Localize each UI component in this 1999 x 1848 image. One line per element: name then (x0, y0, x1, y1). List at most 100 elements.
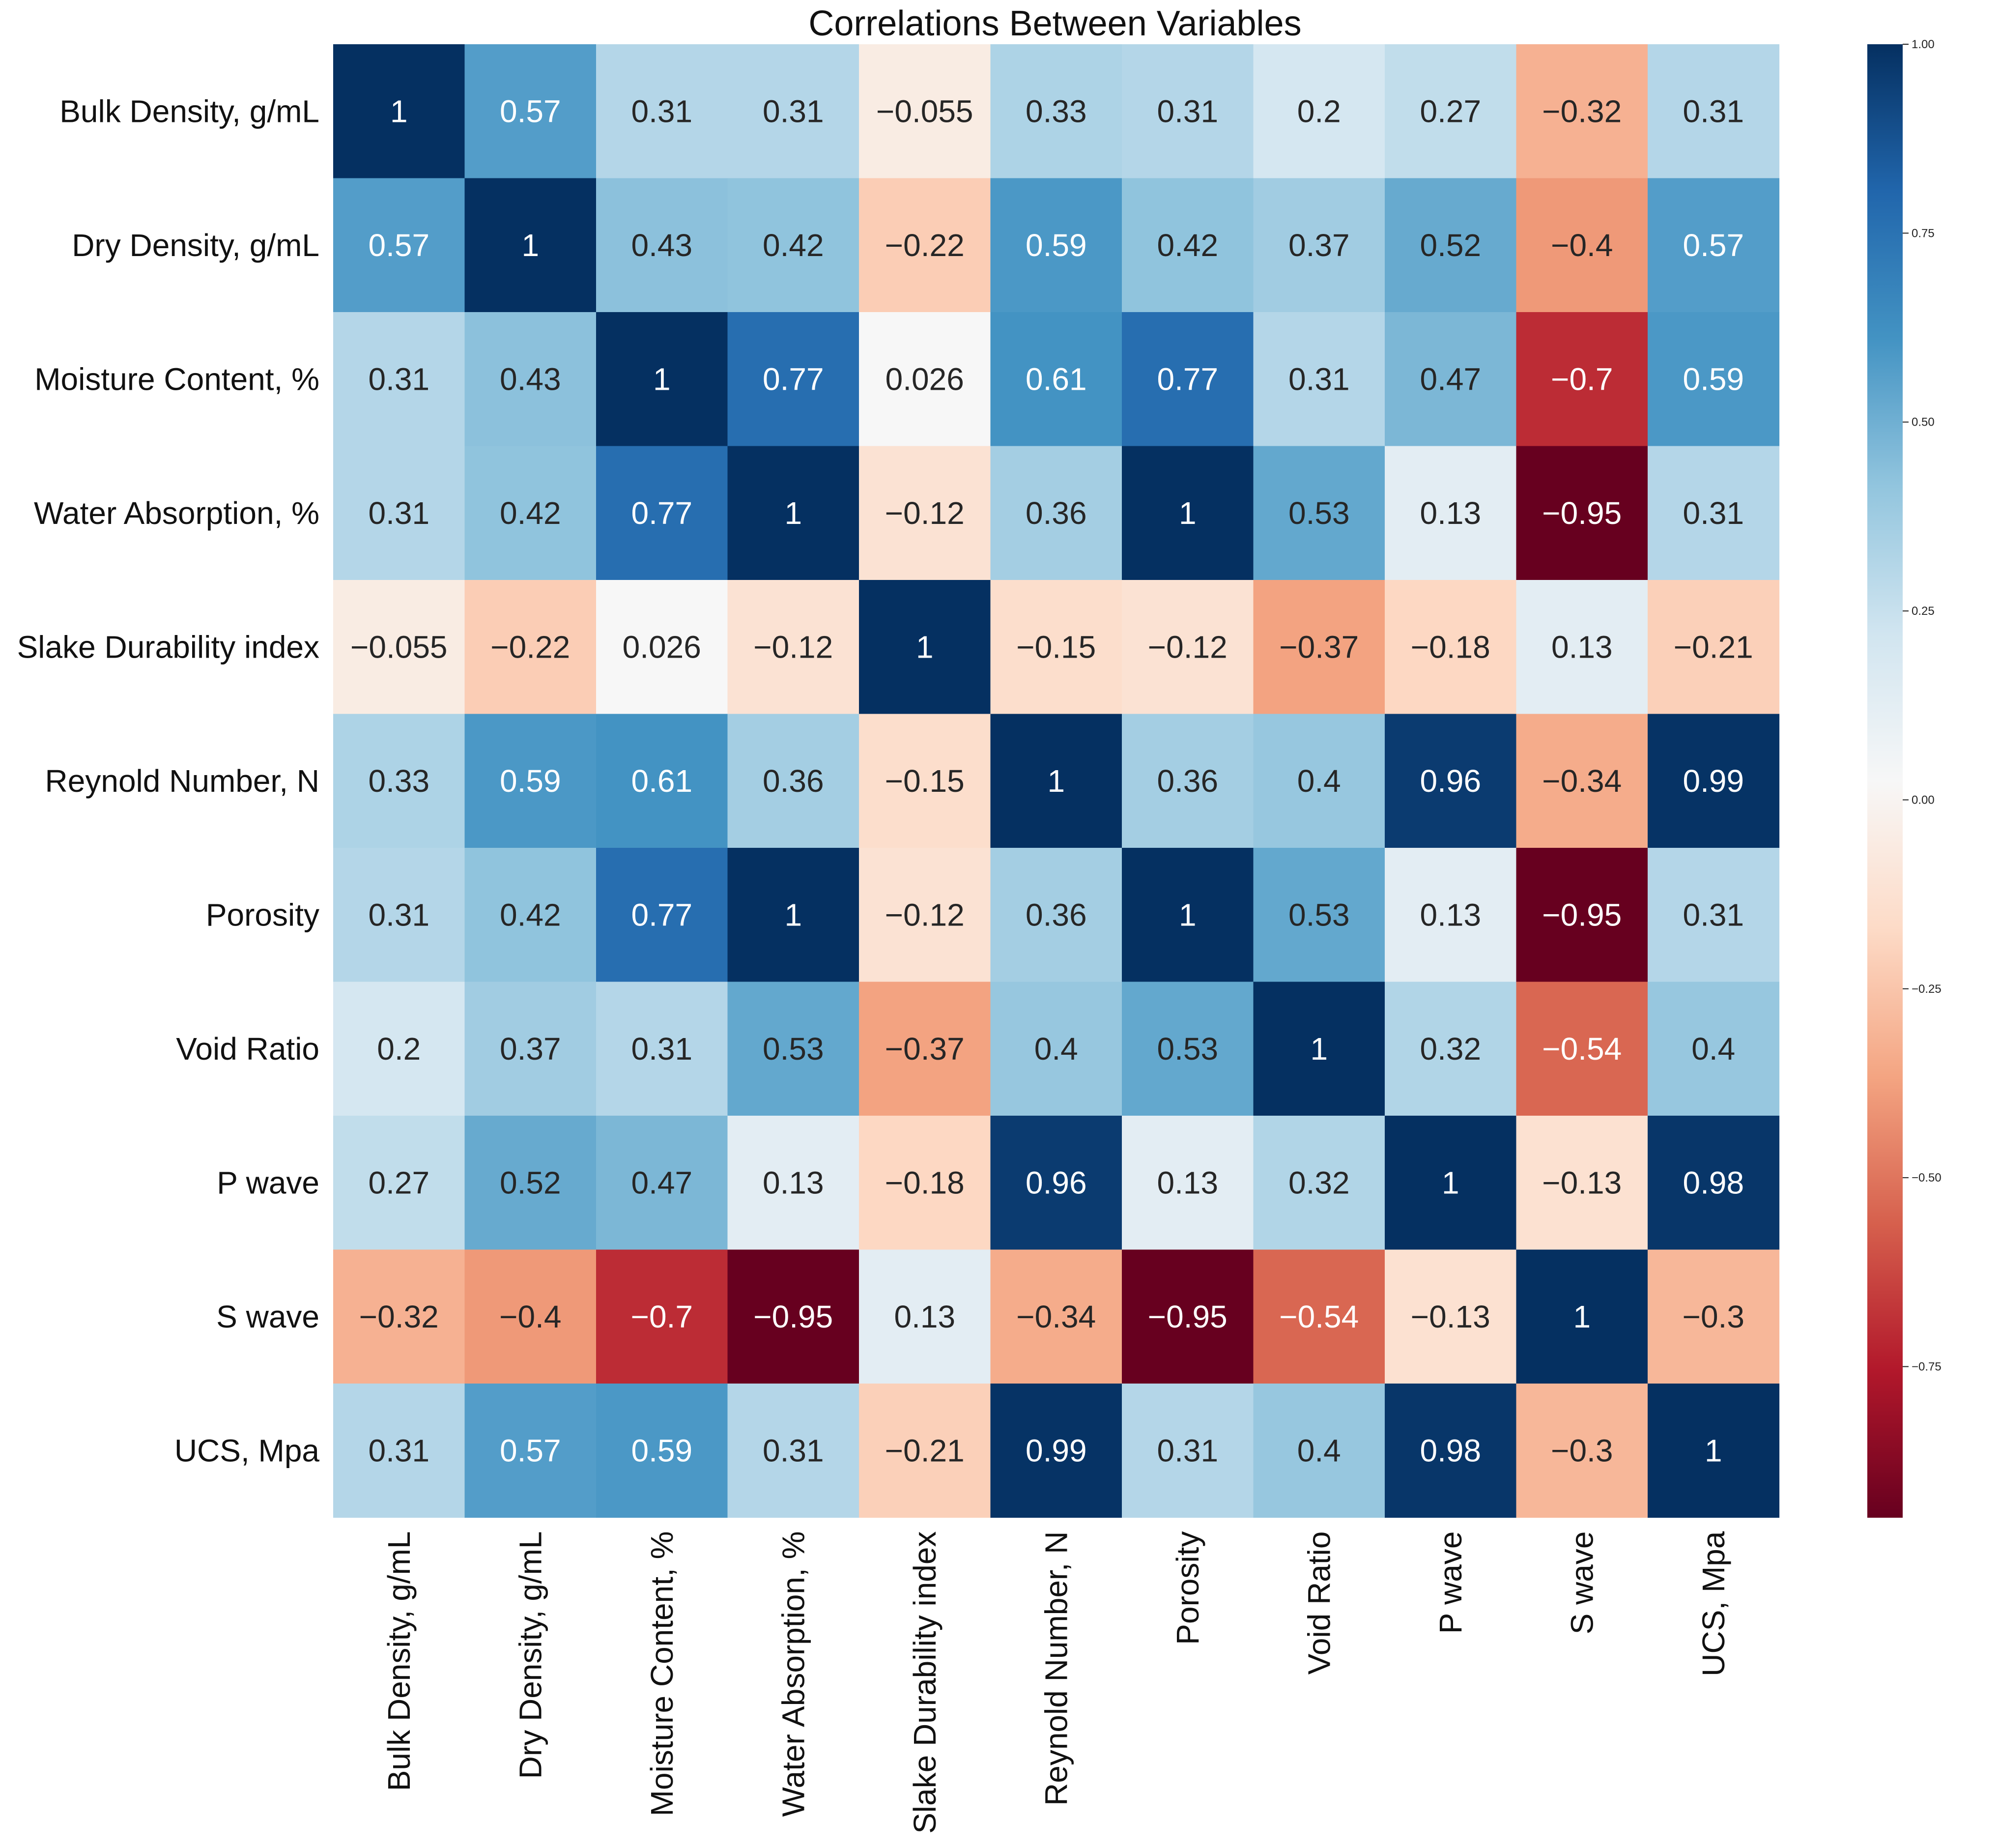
cell-value-label: 0.37 (1288, 228, 1350, 263)
cell-value-label: −0.54 (1542, 1031, 1622, 1067)
x-tick-label: Water Absorption, % (775, 1531, 811, 1817)
heatmap-cell (859, 848, 991, 982)
cell-value-label: 1 (390, 93, 408, 129)
cell-value-label: 0.36 (763, 763, 824, 799)
colorbar-tick-label: −0.75 (1912, 1360, 1942, 1374)
y-tick-label: Slake Durability index (17, 629, 319, 664)
heatmap-cell (1122, 312, 1254, 447)
heatmap-cell (1648, 1384, 1780, 1518)
heatmap-cell (1385, 848, 1517, 982)
heatmap-cell (1385, 1116, 1517, 1250)
heatmap-cell (1385, 44, 1517, 179)
heatmap-cell (464, 1384, 597, 1518)
heatmap-cell (1385, 982, 1517, 1116)
cell-value-label: −0.22 (490, 629, 570, 664)
cell-value-label: 0.13 (894, 1299, 955, 1334)
heatmap-cell (464, 580, 597, 715)
heatmap-cell (1122, 44, 1254, 179)
cell-value-label: 0.31 (368, 495, 429, 531)
cell-value-label: −0.18 (885, 1165, 965, 1200)
cell-value-label: 0.77 (763, 361, 824, 397)
cell-value-label: 0.96 (1026, 1165, 1087, 1200)
heatmap-cell (859, 312, 991, 447)
heatmap-cell (1648, 312, 1780, 447)
cell-value-label: 0.53 (1288, 495, 1350, 531)
heatmap-cell (859, 580, 991, 715)
heatmap-cell (1516, 1249, 1648, 1384)
heatmap-cell (727, 178, 859, 313)
cell-value-label: 0.31 (1683, 897, 1744, 932)
cell-value-label: 0.77 (1157, 361, 1218, 397)
heatmap-cells: 1 0.57 0.31 0.31 −0.055 0.33 0.31 0.2 0.27 −0.32 0… (333, 44, 1780, 1518)
heatmap-cell (1253, 580, 1385, 715)
x-tick-label: Reynold Number, N (1038, 1531, 1074, 1806)
heatmap-cell (1122, 714, 1254, 848)
cell-value-label: −0.95 (1542, 897, 1622, 932)
heatmap-cell (464, 312, 597, 447)
x-tick-label: Bulk Density, g/mL (381, 1531, 417, 1791)
heatmap-cell (333, 1249, 465, 1384)
heatmap-cell (727, 312, 859, 447)
colorbar-tick-label: 0.75 (1912, 227, 1935, 240)
heatmap-cell (1385, 580, 1517, 715)
heatmap-cell (1516, 312, 1648, 447)
cell-value-label: 0.026 (885, 361, 964, 397)
y-tick-label: Water Absorption, % (34, 495, 319, 531)
x-tick-label: Porosity (1170, 1531, 1205, 1645)
heatmap-cell (859, 178, 991, 313)
heatmap-cell (596, 982, 728, 1116)
heatmap-cell (727, 982, 859, 1116)
x-tick-label: Moisture Content, % (644, 1531, 680, 1817)
heatmap-cell (596, 1384, 728, 1518)
heatmap-cell (727, 44, 859, 179)
heatmap-cell (1122, 1116, 1254, 1250)
heatmap-cell (1253, 848, 1385, 982)
cell-value-label: −0.37 (1279, 629, 1359, 664)
cell-value-label: 0.59 (631, 1433, 692, 1468)
heatmap-cell (1385, 312, 1517, 447)
cell-value-label: 0.31 (763, 93, 824, 129)
heatmap-cell (859, 44, 991, 179)
cell-value-label: −0.95 (1542, 495, 1622, 531)
cell-value-label: −0.13 (1411, 1299, 1490, 1334)
heatmap-cell (990, 982, 1122, 1116)
cell-value-label: −0.34 (1542, 763, 1622, 799)
cell-value-label: 0.32 (1420, 1031, 1481, 1067)
y-tick-label: P wave (217, 1165, 319, 1200)
heatmap-cell (1253, 44, 1385, 179)
heatmap-cell (1516, 580, 1648, 715)
cell-value-label: −0.22 (885, 228, 965, 263)
heatmap-cell (1648, 446, 1780, 580)
heatmap-cell (333, 848, 465, 982)
heatmap-cell (990, 1384, 1122, 1518)
cell-value-label: 1 (653, 361, 671, 397)
heatmap-cell (990, 1116, 1122, 1250)
cell-value-label: 0.42 (763, 228, 824, 263)
cell-value-label: −0.3 (1551, 1433, 1613, 1468)
cell-value-label: 0.4 (1297, 1433, 1341, 1468)
cell-value-label: 1 (1179, 897, 1197, 932)
heatmap-cell (1253, 178, 1385, 313)
heatmap-cell (1648, 1249, 1780, 1384)
heatmap-cell (727, 446, 859, 580)
heatmap-cell (1253, 312, 1385, 447)
heatmap-cell (1253, 714, 1385, 848)
heatmap-cell (1516, 44, 1648, 179)
cell-value-label: 1 (784, 897, 802, 932)
heatmap-cell (1122, 580, 1254, 715)
cell-value-label: 1 (1179, 495, 1197, 531)
heatmap-cell (1516, 848, 1648, 982)
heatmap-cell (1516, 446, 1648, 580)
colorbar-tick-label: 0.00 (1912, 793, 1935, 807)
cell-value-label: 0.4 (1034, 1031, 1078, 1067)
cell-value-label: 0.31 (1288, 361, 1350, 397)
cell-value-label: 0.53 (763, 1031, 824, 1067)
cell-value-label: 0.53 (1288, 897, 1350, 932)
cell-value-label: 0.59 (1683, 361, 1744, 397)
heatmap-cell (464, 44, 597, 179)
colorbar-tick-label: −0.25 (1912, 982, 1942, 996)
cell-value-label: 0.47 (1420, 361, 1481, 397)
x-axis-labels: Bulk Density, g/mL Dry Density, g/mL Moist… (381, 1531, 1731, 1834)
cell-value-label: 1 (1442, 1165, 1459, 1200)
